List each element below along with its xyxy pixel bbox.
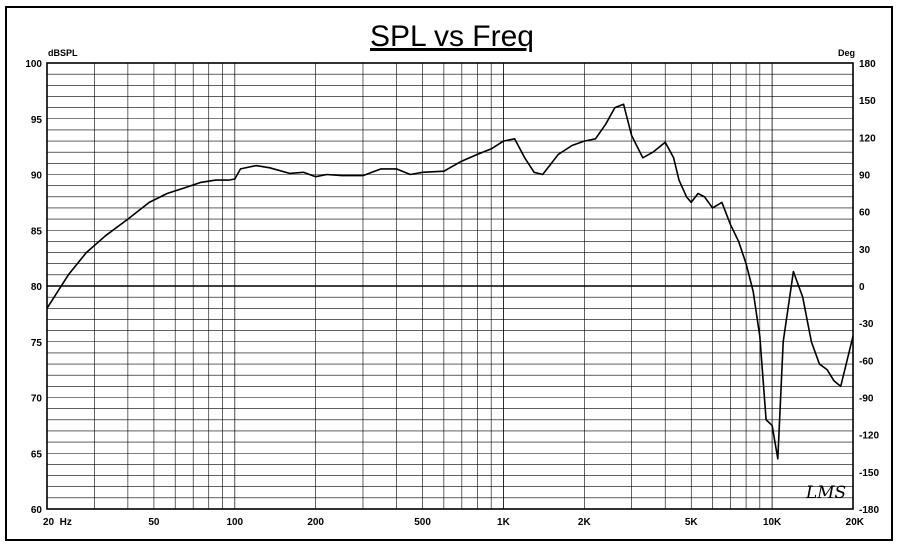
left-axis-unit: dBSPL <box>48 48 78 58</box>
y2-tick-label: 150 <box>859 96 876 107</box>
y-tick-label: 70 <box>31 394 43 405</box>
y-tick-label: 90 <box>31 171 43 182</box>
right-axis-unit: Deg <box>838 48 855 58</box>
y-tick-label: 75 <box>31 338 43 349</box>
spl-curve <box>46 103 854 460</box>
left-axis-tick-labels: 100 95 90 85 80 75 70 65 60 <box>25 59 42 516</box>
y-tick-label: 65 <box>31 449 43 460</box>
y2-tick-label: 0 <box>859 282 865 293</box>
x-tick-label: 20 Hz <box>43 517 72 528</box>
outer-border <box>5 6 893 541</box>
x-tick-label: 5K <box>685 517 699 528</box>
y2-tick-label: 90 <box>859 171 871 182</box>
x-axis-tick-labels: 20 Hz 50 100 200 500 1K 2K 5K 10K 20K <box>43 517 865 528</box>
y-tick-label: 80 <box>31 282 43 293</box>
y-tick-label: 100 <box>25 59 42 70</box>
y2-tick-label: -180 <box>859 505 879 516</box>
x-tick-label: 1K <box>497 517 511 528</box>
y-tick-label: 95 <box>31 115 43 126</box>
y-tick-label: 60 <box>31 505 43 516</box>
plot-border <box>46 62 854 510</box>
x-tick-label: 100 <box>226 517 243 528</box>
y2-tick-label: -30 <box>859 319 874 330</box>
y2-tick-label: -120 <box>859 431 879 442</box>
y2-tick-label: 30 <box>859 245 871 256</box>
x-tick-label: 500 <box>414 517 431 528</box>
y-tick-label: 85 <box>31 226 43 237</box>
y2-tick-label: -150 <box>859 468 879 479</box>
x-tick-label: 10K <box>763 517 782 528</box>
y2-tick-label: 60 <box>859 208 871 219</box>
y2-tick-label: 180 <box>859 59 876 70</box>
y2-tick-label: -60 <box>859 356 874 367</box>
y2-tick-label: 120 <box>859 133 876 144</box>
x-tick-label: 50 <box>148 517 160 528</box>
x-tick-label: 20K <box>846 517 865 528</box>
x-tick-label: 200 <box>307 517 324 528</box>
chart-title: SPL vs Freq <box>370 20 534 53</box>
right-axis-tick-labels: 180 150 120 90 60 30 0 -30 -60 -90 -120 -150 -180 <box>859 59 879 516</box>
y2-tick-label: -90 <box>859 394 874 405</box>
lms-logo: LMS <box>805 483 846 503</box>
x-tick-label: 2K <box>578 517 592 528</box>
